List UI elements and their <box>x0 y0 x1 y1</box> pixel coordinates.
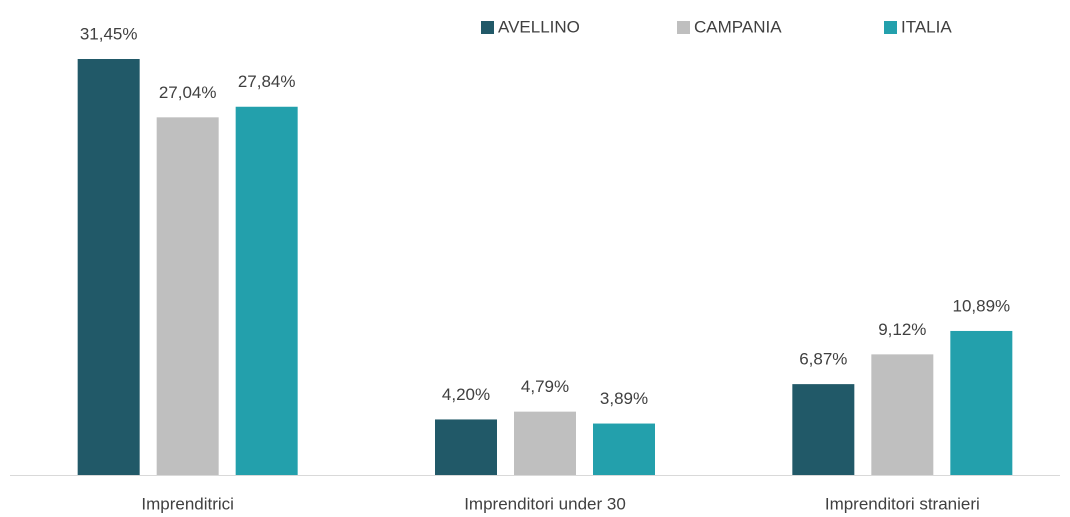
bar <box>792 384 855 475</box>
data-label: 4,79% <box>521 377 569 396</box>
data-label: 9,12% <box>878 320 926 339</box>
data-label: 6,87% <box>799 350 847 369</box>
legend-label: CAMPANIA <box>694 17 782 36</box>
data-label: 31,45% <box>80 24 138 43</box>
bar <box>950 330 1013 475</box>
x-tick-label: Imprenditrici <box>141 494 234 513</box>
legend-label: ITALIA <box>901 17 952 36</box>
bar <box>514 411 576 475</box>
data-label: 10,89% <box>952 296 1010 315</box>
legend-swatch <box>884 21 897 34</box>
legend-swatch <box>481 21 494 34</box>
data-label: 4,20% <box>442 385 490 404</box>
bar <box>77 59 140 475</box>
bar <box>593 423 655 475</box>
bar <box>156 117 219 476</box>
data-label: 27,04% <box>159 83 217 102</box>
bar <box>435 419 497 475</box>
legend-swatch <box>677 21 690 34</box>
legend-label: AVELLINO <box>498 17 580 36</box>
data-label: 27,84% <box>238 72 296 91</box>
bar <box>235 106 298 475</box>
x-tick-label: Imprenditori stranieri <box>825 494 980 513</box>
x-tick-label: Imprenditori under 30 <box>464 494 626 513</box>
bar <box>871 354 934 475</box>
data-label: 3,89% <box>600 389 648 408</box>
